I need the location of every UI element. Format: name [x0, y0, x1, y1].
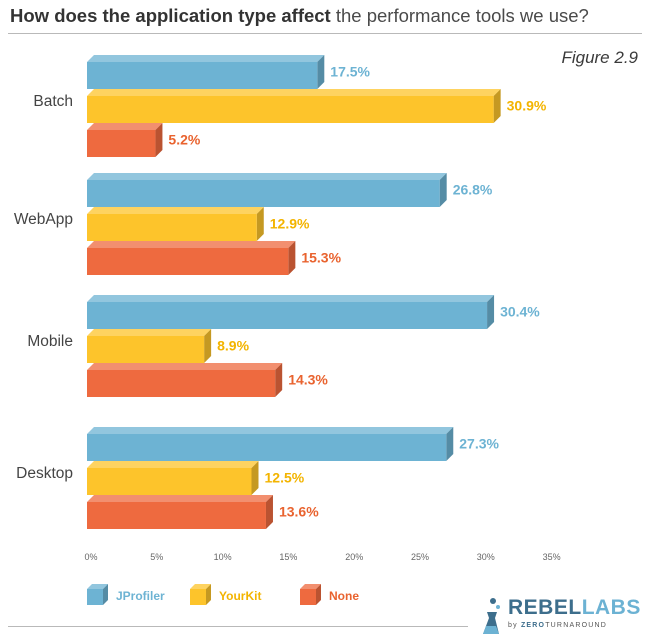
legend-swatch-side	[316, 584, 321, 605]
bar-top-face	[87, 363, 283, 370]
bar-top-face	[87, 495, 273, 502]
logo-wordmark: REBELLABS	[508, 596, 641, 619]
x-tick-label: 15%	[279, 552, 297, 562]
bar-side-face	[275, 363, 283, 397]
x-tick-label: 25%	[411, 552, 429, 562]
bar-top-face	[87, 461, 259, 468]
bar-top-face	[87, 173, 447, 180]
chart-title-rest: the performance tools we use?	[330, 5, 589, 26]
rebel-labs-logo: REBELLABS by ZEROTURNAROUND	[478, 596, 640, 638]
bar-side-face	[155, 123, 163, 157]
bar	[87, 180, 440, 207]
legend-label: YourKit	[219, 589, 261, 603]
bar-side-face	[317, 55, 325, 89]
bar-top-face	[87, 241, 296, 248]
bar	[87, 248, 289, 275]
legend-swatch	[190, 589, 206, 605]
bar-side-face	[288, 241, 296, 275]
bar	[87, 62, 318, 89]
x-tick-label: 20%	[345, 552, 363, 562]
bar	[87, 96, 494, 123]
category-label: Batch	[33, 93, 73, 110]
legend-swatch-top	[300, 584, 321, 589]
category-label: Desktop	[16, 465, 73, 482]
data-label: 30.4%	[500, 304, 540, 320]
legend-swatch-top	[190, 584, 211, 589]
bottom-divider	[8, 626, 468, 627]
bar-side-face	[204, 329, 212, 363]
flask-icon	[483, 598, 500, 634]
x-tick-label: 5%	[150, 552, 163, 562]
bar-top-face	[87, 295, 495, 302]
figure-label: Figure 2.9	[561, 48, 638, 67]
legend-swatch-top	[87, 584, 108, 589]
x-tick-label: 10%	[214, 552, 232, 562]
bar-side-face	[256, 207, 264, 241]
legend-swatch	[87, 589, 103, 605]
legend-swatch-side	[206, 584, 211, 605]
bar-side-face	[251, 461, 259, 495]
bar-side-face	[265, 495, 273, 529]
data-label: 13.6%	[279, 504, 319, 520]
data-label: 12.5%	[265, 470, 305, 486]
bar-side-face	[439, 173, 447, 207]
legend-swatch	[300, 589, 316, 605]
legend-label: None	[329, 589, 359, 603]
x-tick-label: 35%	[543, 552, 561, 562]
data-label: 5.2%	[168, 132, 200, 148]
bar	[87, 434, 447, 461]
legend-swatch-side	[103, 584, 108, 605]
logo-subtitle: by ZEROTURNAROUND	[508, 622, 607, 629]
title-divider	[8, 33, 642, 34]
bar	[87, 468, 252, 495]
chart-title-bold: How does the application type affect	[10, 5, 331, 26]
bar-top-face	[87, 207, 264, 214]
bar	[87, 302, 488, 329]
bar-side-face	[446, 427, 454, 461]
data-label: 8.9%	[217, 338, 249, 354]
data-label: 30.9%	[507, 98, 547, 114]
bar-top-face	[87, 123, 163, 130]
bar	[87, 214, 257, 241]
bar	[87, 502, 266, 529]
bar-side-face	[487, 295, 495, 329]
bar-top-face	[87, 89, 501, 96]
data-label: 12.9%	[270, 216, 310, 232]
bar-side-face	[493, 89, 501, 123]
legend-label: JProfiler	[116, 589, 165, 603]
bar	[87, 336, 205, 363]
chart-title: How does the application type affect the…	[10, 5, 642, 27]
data-label: 14.3%	[288, 372, 328, 388]
x-tick-label: 30%	[477, 552, 495, 562]
bar-top-face	[87, 427, 454, 434]
data-label: 17.5%	[330, 64, 370, 80]
x-tick-label: 0%	[84, 552, 97, 562]
bar-top-face	[87, 329, 212, 336]
data-label: 26.8%	[453, 182, 493, 198]
data-label: 27.3%	[459, 436, 499, 452]
category-label: WebApp	[14, 211, 73, 228]
bar-top-face	[87, 55, 325, 62]
bar	[87, 370, 276, 397]
data-label: 15.3%	[301, 250, 341, 266]
category-label: Mobile	[27, 333, 73, 350]
bar	[87, 130, 156, 157]
